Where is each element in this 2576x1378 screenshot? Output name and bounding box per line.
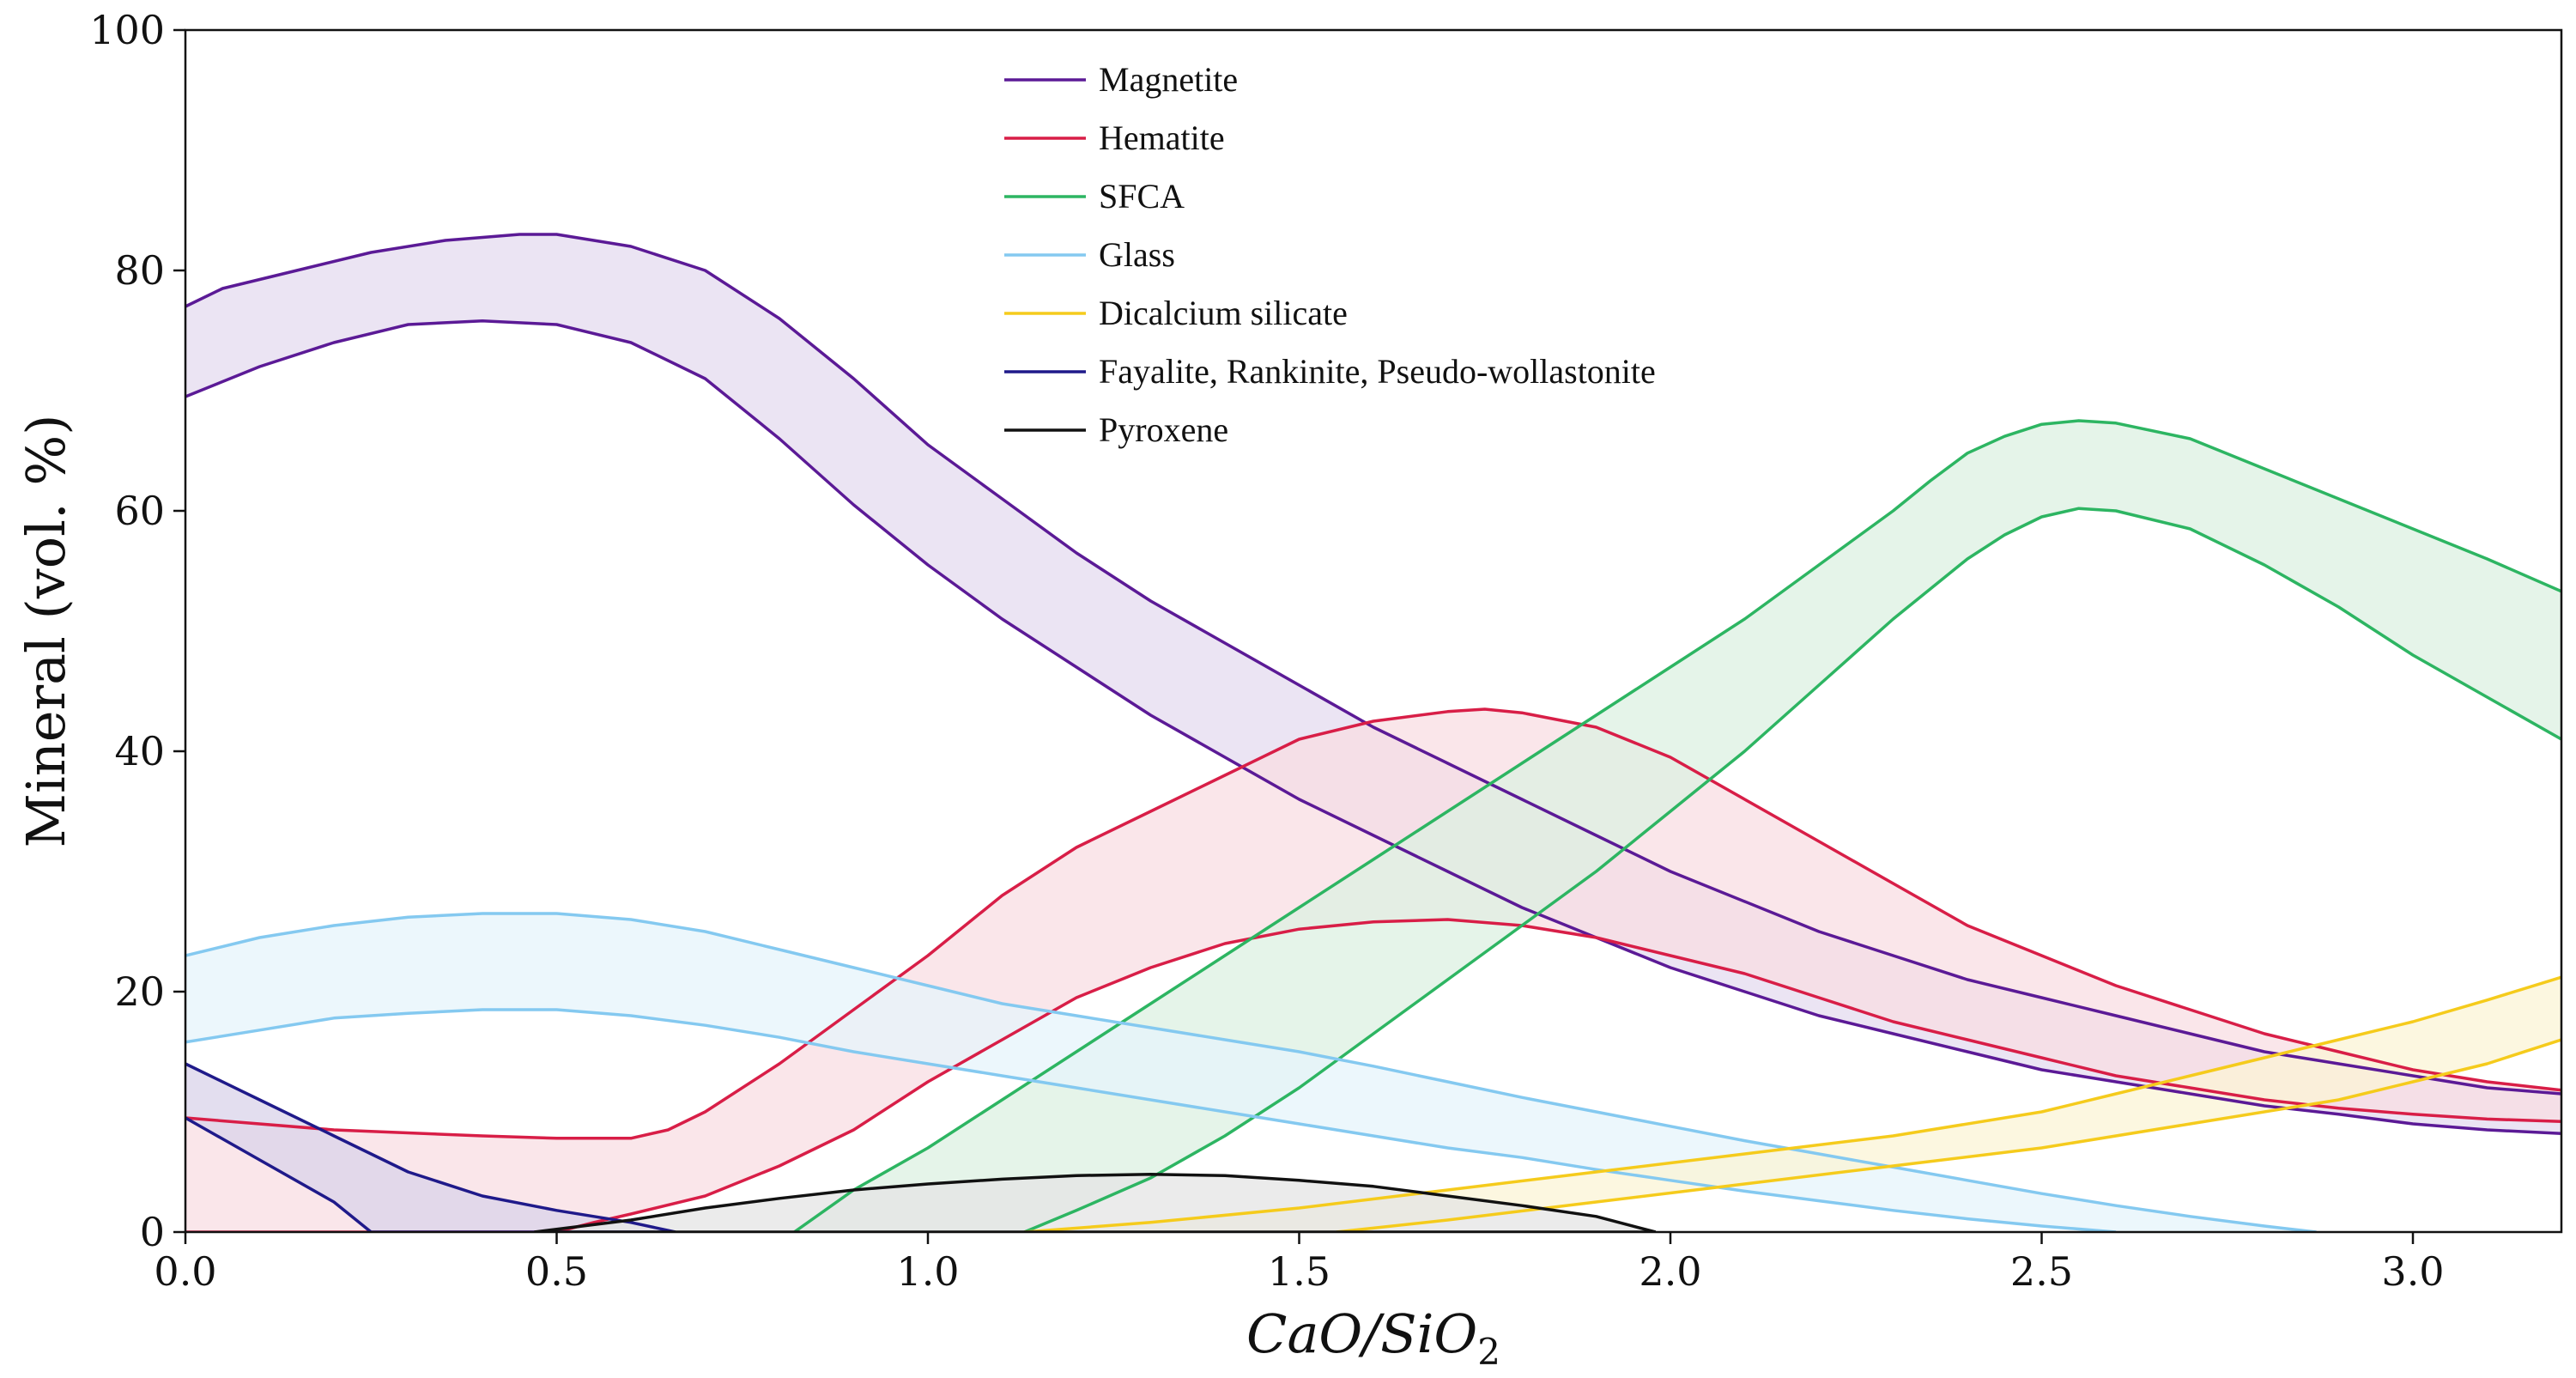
fayalite-rankinite-pseudo-wollastonite-lower-line [185, 1116, 676, 1232]
y-tick-label: 60 [114, 488, 165, 534]
sfca-lower-line [1023, 507, 2561, 1232]
y-tick-label: 80 [114, 247, 165, 294]
x-axis-title-subscript: 2 [1477, 1331, 1500, 1373]
pyroxene-upper-line [534, 1173, 1657, 1232]
legend-label-fayalite-rankinite-pseudo-wollastonite: Fayalite, Rankinite, Pseudo-wollastonite [1099, 352, 1656, 391]
legend-label-sfca: SFCA [1099, 177, 1185, 216]
x-tick-label: 2.5 [2010, 1248, 2073, 1295]
y-axis: 0 20 40 60 80 100 [89, 7, 185, 1255]
hematite-upper-line [185, 707, 2561, 1140]
x-tick-label: 3.0 [2381, 1248, 2444, 1295]
legend-label-glass: Glass [1099, 235, 1175, 274]
sfca-band [794, 421, 2561, 1232]
legend: Magnetite Hematite SFCA Glass Dicalcium sili… [1004, 60, 1656, 449]
hematite-lower-line [185, 918, 2561, 1232]
x-tick-label: 0.0 [154, 1248, 216, 1295]
y-axis-title: Mineral (vol. %) [15, 415, 77, 848]
x-tick-label: 1.0 [896, 1248, 959, 1295]
x-tick-label: 0.5 [525, 1248, 588, 1295]
y-tick-label: 40 [114, 728, 165, 774]
glass-upper-line [185, 912, 2317, 1232]
dicalcium-silicate-upper-line [1024, 975, 2561, 1232]
fayalite-rankinite-pseudo-wollastonite-band [185, 1064, 676, 1232]
magnetite-lower-line [185, 319, 2561, 1135]
magnetite-upper-line [185, 233, 2561, 1096]
legend-label-magnetite: Magnetite [1099, 60, 1238, 99]
sfca-upper-line [793, 419, 2561, 1232]
hematite-band [185, 709, 2561, 1232]
x-axis-title-main: CaO/SiO [1246, 1302, 1477, 1365]
legend-label-hematite: Hematite [1099, 118, 1225, 157]
y-tick-label: 20 [114, 968, 165, 1015]
x-axis-title: CaO/SiO2 [1246, 1302, 1500, 1373]
x-tick-label: 2.0 [1639, 1248, 1701, 1295]
band-lines [185, 233, 2561, 1232]
x-tick-label: 1.5 [1268, 1248, 1330, 1295]
legend-label-dicalcium-silicate: Dicalcium silicate [1099, 294, 1348, 332]
y-tick-label: 0 [140, 1209, 165, 1255]
plot-frame [184, 28, 2563, 1234]
legend-label-pyroxene: Pyroxene [1099, 410, 1228, 449]
x-axis: 0.0 0.5 1.0 1.5 2.0 2.5 3.0 [154, 1232, 2445, 1295]
y-tick-label: 100 [89, 7, 165, 53]
glass-lower-line [185, 1008, 2117, 1232]
